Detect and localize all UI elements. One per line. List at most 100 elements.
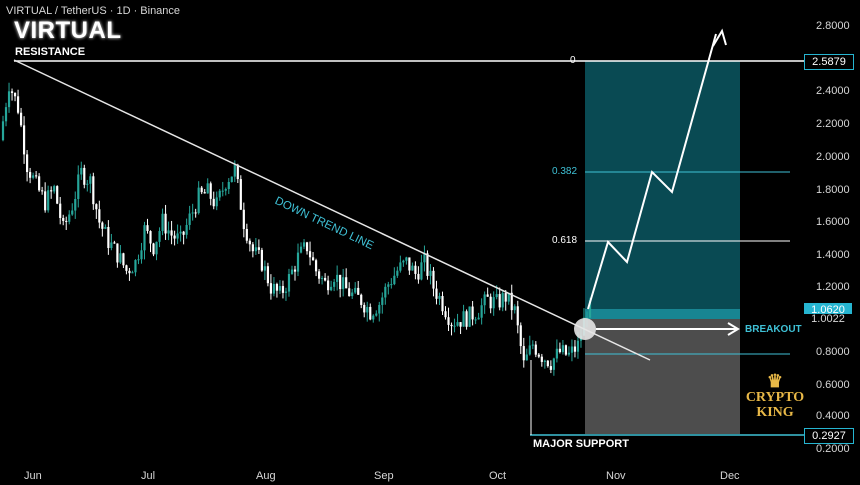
- candle-body: [573, 346, 577, 352]
- logo-text-crypto: CRYPTO: [745, 390, 805, 405]
- candle-body: [209, 183, 212, 199]
- candle-body: [197, 187, 200, 214]
- candle-body: [561, 345, 565, 353]
- candle-body: [387, 284, 390, 287]
- candle-body: [266, 266, 270, 284]
- candle-body: [224, 189, 227, 191]
- candle-body: [230, 176, 233, 182]
- candle-body: [525, 354, 528, 361]
- candle-body: [444, 311, 447, 318]
- candle-body: [522, 346, 525, 361]
- candle-body: [164, 213, 167, 234]
- candle-body: [447, 317, 450, 325]
- candle-body: [263, 266, 266, 271]
- candle-body: [552, 358, 555, 370]
- candle-body: [468, 306, 471, 327]
- target-zone: [585, 61, 740, 319]
- candle-body: [471, 306, 474, 320]
- candle-body: [495, 294, 498, 298]
- candle-body: [134, 260, 137, 273]
- candle-body: [453, 325, 456, 327]
- candle-body: [537, 354, 540, 357]
- candle-body: [101, 222, 104, 229]
- candle-body: [381, 297, 384, 305]
- candle-body: [483, 294, 486, 306]
- candle-body: [131, 272, 134, 274]
- candle-body: [489, 296, 492, 309]
- candle-body: [339, 274, 342, 290]
- candle-body: [92, 176, 95, 205]
- candle-body: [492, 297, 495, 309]
- candle-body: [254, 247, 257, 252]
- candle-body: [441, 296, 444, 312]
- candle-body: [110, 242, 113, 249]
- candle-body: [47, 190, 50, 211]
- candle-body: [53, 186, 56, 192]
- candle-body: [287, 274, 291, 292]
- candle-body: [122, 253, 125, 266]
- candle-body: [357, 287, 360, 295]
- candle-body: [438, 296, 441, 299]
- y-tick-label: 1.8000: [816, 184, 850, 196]
- x-tick-label: Aug: [256, 470, 276, 482]
- candle-body: [119, 253, 122, 263]
- candle-body: [567, 352, 571, 355]
- candle-body: [480, 305, 483, 318]
- candle-body: [125, 265, 128, 271]
- candle-body: [1, 121, 5, 141]
- major-support-label: MAJOR SUPPORT: [533, 438, 629, 450]
- projection-arrow: [587, 28, 727, 310]
- candle-body: [384, 286, 387, 298]
- candle-body: [206, 183, 209, 194]
- candle-body: [32, 175, 35, 178]
- symbol-header: VIRTUAL / TetherUS · 1D · Binance: [6, 5, 181, 17]
- candle-body: [396, 270, 399, 276]
- candle-body: [345, 277, 348, 289]
- candle-body: [16, 96, 20, 113]
- candle-body: [200, 187, 203, 193]
- candle-body: [176, 233, 179, 239]
- x-tick-label: Oct: [489, 470, 507, 482]
- candle-body: [113, 242, 116, 244]
- y-tick-label: 0.6000: [816, 379, 850, 391]
- candle-body: [107, 226, 110, 249]
- x-tick-label: Nov: [606, 470, 626, 482]
- price-badge-resistance: 2.5879: [804, 54, 854, 70]
- price-badge-current: 1.0620: [804, 303, 852, 317]
- crypto-king-logo: ♛ CRYPTO KING: [744, 372, 806, 420]
- y-tick-label: 0.8000: [816, 346, 850, 358]
- candle-body: [215, 197, 218, 207]
- candle-body: [324, 277, 327, 281]
- candle-body: [59, 203, 62, 218]
- candle-body: [149, 231, 152, 244]
- candle-body: [327, 280, 330, 291]
- asset-title: VIRTUAL: [14, 17, 122, 44]
- y-tick-label: 0.4000: [816, 410, 850, 422]
- candle-body: [80, 167, 83, 175]
- candle-body: [233, 164, 236, 177]
- candle-body: [320, 277, 324, 279]
- candle-body: [411, 265, 414, 271]
- breakout-label: BREAKOUT: [745, 324, 802, 335]
- candle-body: [71, 210, 74, 215]
- candle-body: [429, 270, 432, 276]
- y-tick-label: 1.6000: [816, 216, 850, 228]
- candle-body: [38, 176, 41, 191]
- candle-body: [236, 164, 239, 180]
- candle-body: [540, 356, 543, 362]
- y-tick-label: 2.0000: [816, 151, 850, 163]
- fib-label-0618: 0.618: [552, 235, 578, 246]
- candle-body: [534, 344, 537, 355]
- candle-body: [22, 125, 26, 155]
- candle-body: [65, 220, 68, 222]
- candle-body: [140, 250, 143, 260]
- candle-body: [486, 294, 489, 297]
- candle-body: [284, 291, 288, 293]
- breakout-marker[interactable]: [574, 318, 596, 340]
- candle-body: [290, 269, 294, 275]
- x-tick-label: Sep: [374, 470, 394, 482]
- candle-body: [146, 225, 149, 232]
- candle-body: [366, 306, 369, 313]
- candle-body: [83, 167, 86, 185]
